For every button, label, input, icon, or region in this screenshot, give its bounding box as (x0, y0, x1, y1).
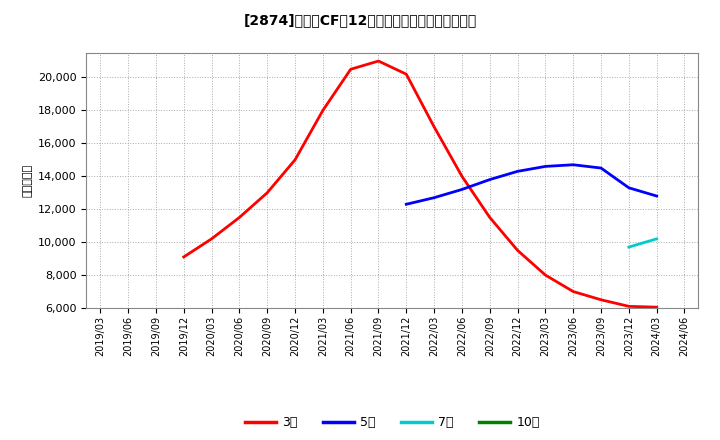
Y-axis label: （百万円）: （百万円） (22, 164, 32, 197)
Legend: 3年, 5年, 7年, 10年: 3年, 5年, 7年, 10年 (240, 411, 545, 434)
Text: [2874]　営業CFの12か月移動合計の平均値の推移: [2874] 営業CFの12か月移動合計の平均値の推移 (243, 13, 477, 27)
